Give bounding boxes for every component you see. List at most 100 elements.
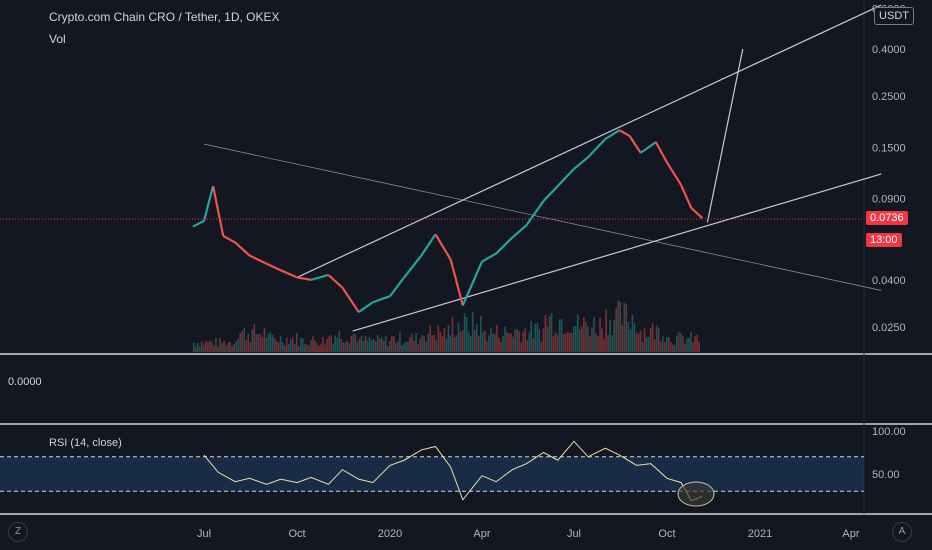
price-segment	[640, 141, 657, 154]
volume-bar	[233, 343, 235, 352]
volume-bar	[631, 314, 634, 352]
volume-bar	[332, 343, 334, 352]
price-segment	[389, 276, 406, 297]
volume-bar	[376, 334, 379, 352]
volume-bar	[249, 342, 252, 352]
volume-bar	[253, 323, 256, 352]
volume-bar	[682, 335, 684, 352]
volume-bar	[690, 331, 692, 352]
chart-title: Crypto.com Chain CRO / Tether, 1D, OKEX	[49, 10, 280, 24]
volume-bar	[524, 328, 527, 352]
volume-bar	[512, 336, 514, 352]
price-segment	[557, 168, 575, 187]
volume-bar	[696, 334, 698, 352]
rsi-axis-tick: 100.00	[872, 426, 906, 438]
volume-bar	[243, 327, 246, 352]
volume-bar	[366, 340, 369, 352]
timezone-button[interactable]: Z	[8, 522, 28, 542]
volume-bar	[655, 325, 658, 352]
volume-bar	[211, 341, 213, 352]
rsi-axis-tick: 50.00	[872, 469, 900, 481]
volume-bar	[678, 332, 680, 352]
volume-bar	[227, 342, 229, 352]
volume-bar	[546, 326, 549, 352]
volume-bar	[647, 336, 650, 352]
volume-bar	[486, 341, 488, 352]
volume-bar	[609, 319, 611, 352]
trendline-descending-resistance[interactable]	[203, 143, 882, 291]
volume-bar	[694, 336, 696, 352]
volume-bar	[587, 326, 589, 352]
price-axis-tick: 0.0250	[872, 322, 906, 334]
price-axis-tick: 0.0400	[872, 275, 906, 287]
volume-bar	[237, 338, 239, 352]
volume-bar	[207, 342, 209, 352]
volume-bar	[324, 344, 326, 352]
volume-bar	[514, 329, 516, 352]
volume-bar	[453, 336, 456, 352]
volume-bar	[494, 334, 496, 352]
currency-unit-button[interactable]: USDT	[874, 7, 914, 25]
volume-bar	[676, 335, 678, 352]
volume-bar	[653, 339, 656, 352]
volume-bar	[615, 307, 618, 352]
trendline-projection[interactable]	[706, 48, 744, 223]
volume-bar	[670, 342, 672, 352]
volume-bar	[340, 339, 343, 352]
volume-bar	[564, 333, 567, 352]
price-segment	[587, 138, 607, 158]
volume-bar	[205, 340, 207, 352]
price-axis-tick: 0.4000	[872, 44, 906, 56]
volume-bar	[192, 342, 195, 352]
volume-bar	[441, 336, 444, 352]
volume-bar	[566, 331, 569, 352]
volume-bar	[336, 337, 339, 352]
volume-bar	[617, 300, 620, 352]
volume-bar	[251, 329, 254, 352]
price-segment	[618, 129, 631, 137]
price-segment	[542, 185, 559, 202]
volume-bar	[473, 329, 476, 352]
volume-bar	[672, 344, 674, 352]
volume-bar	[684, 343, 686, 352]
volume-bar	[221, 343, 223, 352]
volume-bar	[312, 336, 314, 352]
volume-bar	[516, 329, 518, 352]
volume-bar	[344, 342, 347, 352]
volume-bar	[465, 316, 468, 352]
volume-bar	[245, 340, 248, 352]
rsi-band	[0, 456, 864, 492]
volume-bar	[688, 337, 690, 352]
auto-scale-button[interactable]: A	[892, 522, 912, 542]
volume-bar	[320, 343, 322, 352]
volume-bar	[298, 346, 300, 352]
volume-bar	[479, 315, 482, 352]
volume-bar	[562, 333, 565, 352]
volume-bar	[368, 337, 371, 352]
volume-bar	[348, 343, 351, 352]
price-segment	[310, 273, 329, 281]
volume-bar	[589, 336, 591, 352]
oversold-highlight-circle	[677, 481, 715, 507]
volume-bar	[273, 337, 276, 352]
trendline-channel-lower[interactable]	[352, 173, 882, 332]
volume-bar	[433, 335, 436, 352]
volume-bar	[548, 316, 551, 352]
volume-bar	[461, 330, 464, 352]
volume-bar	[550, 313, 553, 352]
volume-bar	[492, 333, 494, 352]
volume-bar	[338, 330, 341, 352]
price-segment	[434, 233, 452, 261]
volume-bar	[635, 332, 638, 352]
volume-bar	[570, 333, 573, 352]
volume-bar	[520, 342, 523, 352]
trendline-channel-upper[interactable]	[296, 4, 882, 278]
price-segment	[495, 236, 514, 255]
volume-bar	[265, 337, 268, 352]
volume-bar	[257, 334, 260, 352]
volume-bar	[200, 341, 203, 352]
volume-bar	[552, 336, 555, 352]
volume-bar	[314, 340, 316, 352]
volume-bar	[395, 342, 397, 352]
